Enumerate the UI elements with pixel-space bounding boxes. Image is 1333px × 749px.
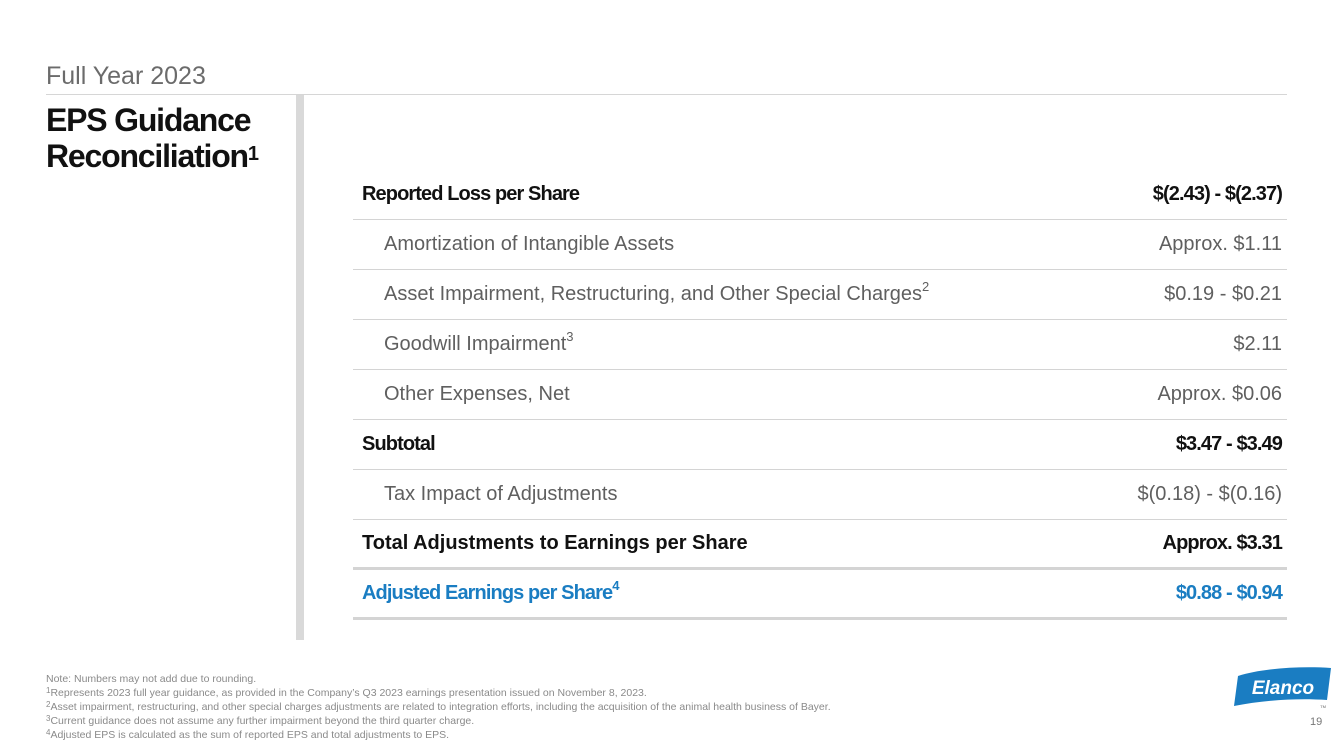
- header-divider: [46, 94, 1287, 95]
- row-label: Amortization of Intangible Assets: [384, 233, 675, 255]
- table-row-asset-impairment: Asset Impairment, Restructuring, and Oth…: [353, 270, 1287, 320]
- table-row-goodwill-impairment: Goodwill Impairment3 $2.11: [353, 320, 1287, 370]
- page-title: EPS Guidance Reconciliation1: [46, 102, 259, 174]
- row-value: Approx. $0.06: [1157, 383, 1282, 405]
- elanco-logo: Elanco TM: [1234, 667, 1331, 709]
- title-footnote-mark: 1: [247, 143, 260, 165]
- table-row-subtotal: Subtotal $3.47 - $3.49: [353, 420, 1287, 470]
- row-value: $2.11: [1233, 333, 1282, 355]
- footnote-1: 1Represents 2023 full year guidance, as …: [46, 686, 647, 699]
- section-subtitle: Full Year 2023: [46, 62, 206, 90]
- table-row-tax-impact: Tax Impact of Adjustments $(0.18) - $(0.…: [353, 470, 1287, 520]
- logo-trademark: TM: [1320, 704, 1326, 709]
- vertical-divider-bar: [296, 95, 304, 640]
- row-value: Approx. $3.31: [1162, 532, 1283, 554]
- row-label: Goodwill Impairment3: [384, 329, 574, 355]
- row-label: Total Adjustments to Earnings per Share: [362, 532, 748, 554]
- row-label: Subtotal: [362, 433, 436, 455]
- row-label: Asset Impairment, Restructuring, and Oth…: [384, 279, 930, 305]
- table-row-total-adjustments: Total Adjustments to Earnings per Share …: [353, 520, 1287, 570]
- title-line-1: EPS Guidance: [46, 102, 252, 138]
- table-row-other-expenses: Other Expenses, Net Approx. $0.06: [353, 370, 1287, 420]
- row-label: Other Expenses, Net: [384, 383, 570, 405]
- page-number: 19: [1310, 716, 1323, 728]
- row-value: Approx. $1.11: [1158, 233, 1282, 255]
- footnote-rounding: Note: Numbers may not add due to roundin…: [46, 673, 257, 685]
- row-footnote-mark: 2: [922, 279, 930, 294]
- row-value: $3.47 - $3.49: [1175, 433, 1283, 455]
- footnote-3: 3Current guidance does not assume any fu…: [46, 714, 475, 727]
- title-line-2: Reconciliation: [46, 138, 249, 174]
- table-row-reported-loss: Reported Loss per Share $(2.43) - $(2.37…: [353, 170, 1287, 220]
- footnotes: Note: Numbers may not add due to roundin…: [46, 672, 831, 742]
- row-label: Adjusted Earnings per Share4: [362, 578, 620, 604]
- row-footnote-mark: 4: [612, 578, 619, 593]
- row-value: $0.19 - $0.21: [1164, 283, 1282, 305]
- logo-wordmark: Elanco: [1252, 678, 1314, 699]
- row-footnote-mark: 3: [566, 329, 574, 344]
- eps-reconciliation-table: Reported Loss per Share $(2.43) - $(2.37…: [353, 170, 1287, 620]
- row-label: Tax Impact of Adjustments: [384, 483, 618, 505]
- footnote-2: 2Asset impairment, restructuring, and ot…: [46, 700, 831, 713]
- row-value: $(2.43) - $(2.37): [1152, 183, 1283, 205]
- table-row-amortization: Amortization of Intangible Assets Approx…: [353, 220, 1287, 270]
- row-label: Reported Loss per Share: [362, 183, 580, 205]
- table-row-adjusted-eps: Adjusted Earnings per Share4 $0.88 - $0.…: [353, 570, 1287, 620]
- row-value: $0.88 - $0.94: [1175, 582, 1283, 604]
- footnote-4: 4Adjusted EPS is calculated as the sum o…: [46, 728, 450, 741]
- row-value: $(0.18) - $(0.16): [1137, 483, 1282, 505]
